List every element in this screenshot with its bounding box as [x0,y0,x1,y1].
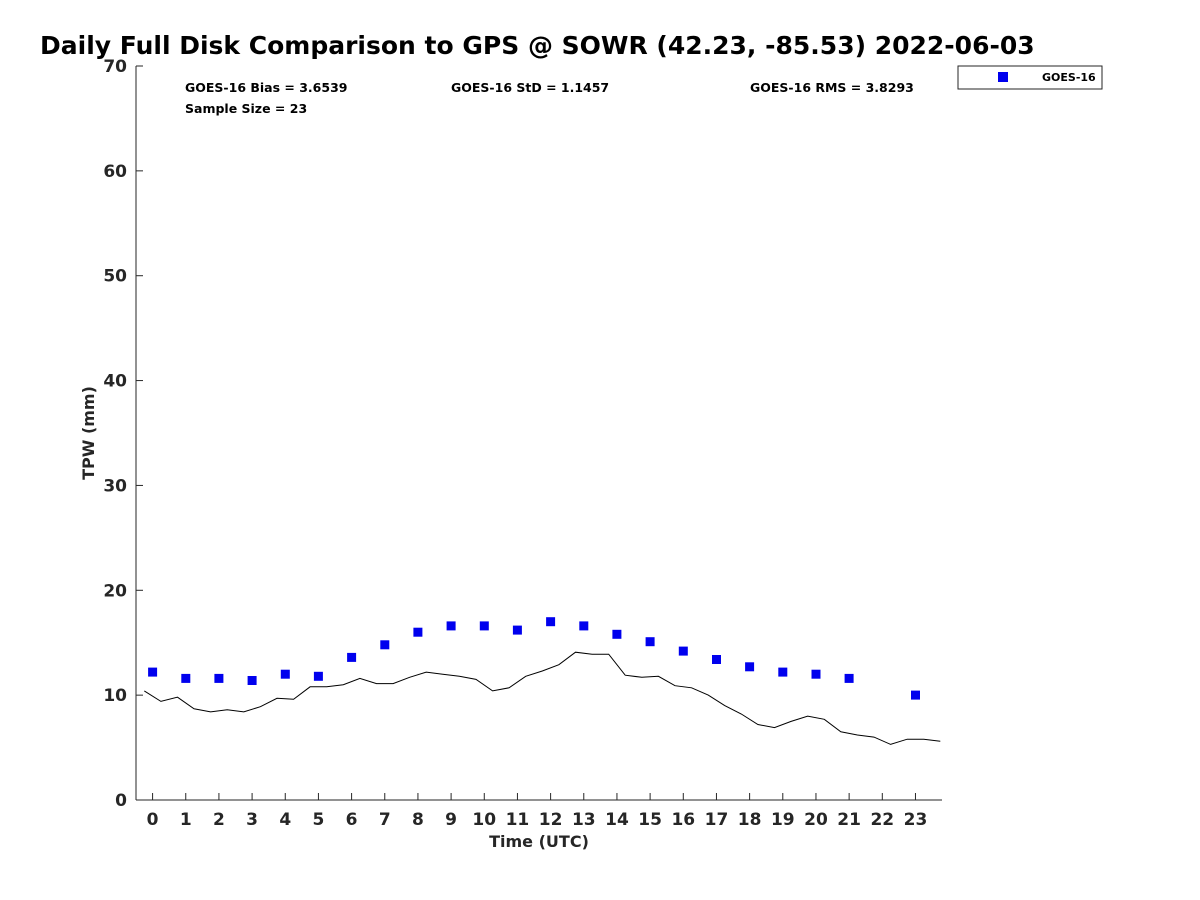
y-tick-label: 0 [115,791,127,811]
x-tick-label: 22 [870,810,894,830]
x-tick-label: 15 [638,810,662,830]
y-tick-label: 50 [103,267,127,287]
y-tick-label: 30 [103,476,127,496]
goes16-data-point [778,667,788,677]
x-tick-label: 9 [445,810,457,830]
legend-box [957,65,1103,90]
goes16-data-point [347,652,357,662]
x-tick-label: 13 [572,810,596,830]
std-stat: GOES-16 StD = 1.1457 [451,80,609,95]
goes16-data-point [280,669,290,679]
goes16-data-point [645,637,655,647]
x-tick-label: 7 [379,810,391,830]
x-tick-label: 17 [705,810,729,830]
x-axis-label: Time (UTC) [489,832,589,851]
y-ticks: 0 10 20 30 40 50 60 70 [103,57,143,811]
legend-marker-goes16 [998,72,1008,82]
goes16-data-point [148,667,158,677]
goes16-data-point [247,676,257,685]
x-tick-label: 6 [346,810,358,830]
goes16-data-point [678,646,688,656]
x-tick-label: 11 [506,810,530,830]
bias-stat: GOES-16 Bias = 3.6539 [185,80,347,95]
x-tick-label: 8 [412,810,424,830]
x-tick-label: 23 [904,810,928,830]
goes16-data-point [911,690,920,700]
x-tick-label: 1 [180,810,192,830]
goes16-data-point [181,673,191,683]
x-tick-label: 19 [771,810,795,830]
legend-label-goes16: GOES-16 [1042,71,1096,84]
x-tick-label: 12 [539,810,563,830]
goes16-data-point [579,621,589,631]
x-tick-label: 4 [279,810,291,830]
rms-stat: GOES-16 RMS = 3.8293 [750,80,914,95]
goes16-data-point [512,625,522,635]
goes16-data-point [811,669,821,679]
x-tick-label: 0 [147,810,159,830]
chart-title: Daily Full Disk Comparison to GPS @ SOWR… [40,31,1035,60]
x-tick-label: 16 [671,810,695,830]
goes16-data-point [413,627,423,637]
x-tick-label: 5 [313,810,325,830]
y-tick-label: 10 [103,686,127,706]
x-tick-label: 3 [246,810,258,830]
y-tick-label: 60 [103,162,127,182]
goes16-data-point [612,629,622,639]
y-tick-label: 40 [103,372,127,392]
legend: GOES-16 [957,65,1103,90]
goes16-data-point [446,621,456,631]
x-ticks: 0 1 2 3 4 5 6 7 8 9 10 11 12 13 14 15 16 17 18 19 20 21 22 23 [147,793,928,830]
goes16-data-point [380,640,390,650]
x-tick-label: 14 [605,810,629,830]
sample-size-stat: Sample Size = 23 [185,101,307,116]
axes [135,66,942,801]
x-tick-label: 10 [472,810,496,830]
series-layer [144,617,941,745]
goes16-data-point [712,655,721,664]
goes16-data-point [546,617,556,627]
x-tick-label: 18 [738,810,762,830]
goes16-data-point [214,673,224,683]
goes16-data-point [745,662,755,672]
y-axis-label: TPW (mm) [79,386,98,480]
goes16-data-point [479,621,489,631]
x-tick-label: 2 [213,810,225,830]
x-tick-label: 20 [804,810,828,830]
gps-tpw-line [144,651,941,745]
y-tick-label: 70 [103,57,127,77]
goes16-data-point [844,673,854,683]
goes16-data-point [313,671,323,681]
x-tick-label: 21 [837,810,861,830]
y-tick-label: 20 [103,581,127,601]
